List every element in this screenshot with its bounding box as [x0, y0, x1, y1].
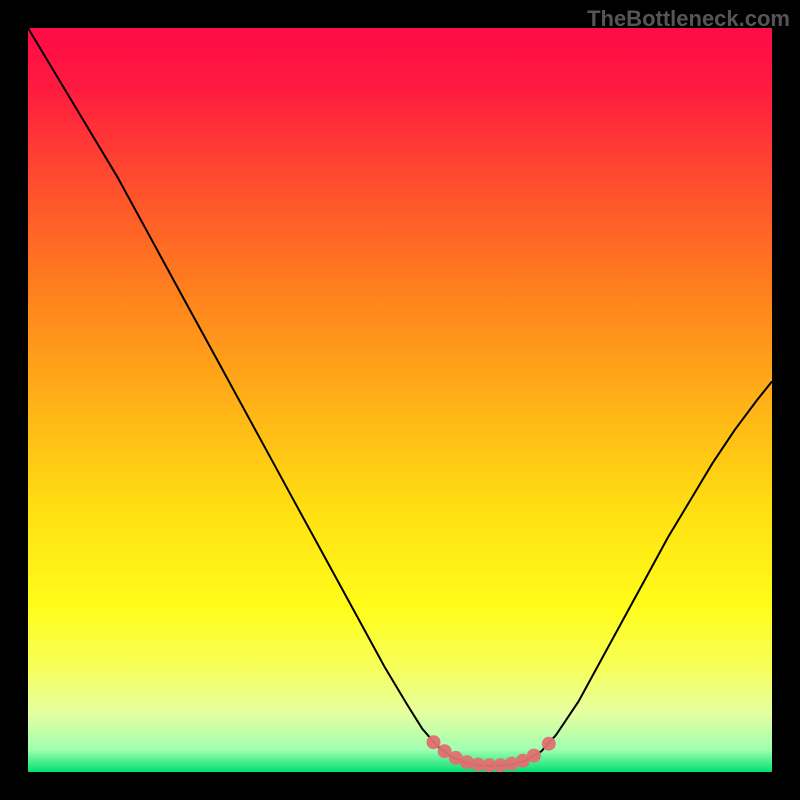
plot-background: [28, 28, 772, 772]
watermark-text: TheBottleneck.com: [587, 6, 790, 32]
chart-stage: TheBottleneck.com: [0, 0, 800, 800]
